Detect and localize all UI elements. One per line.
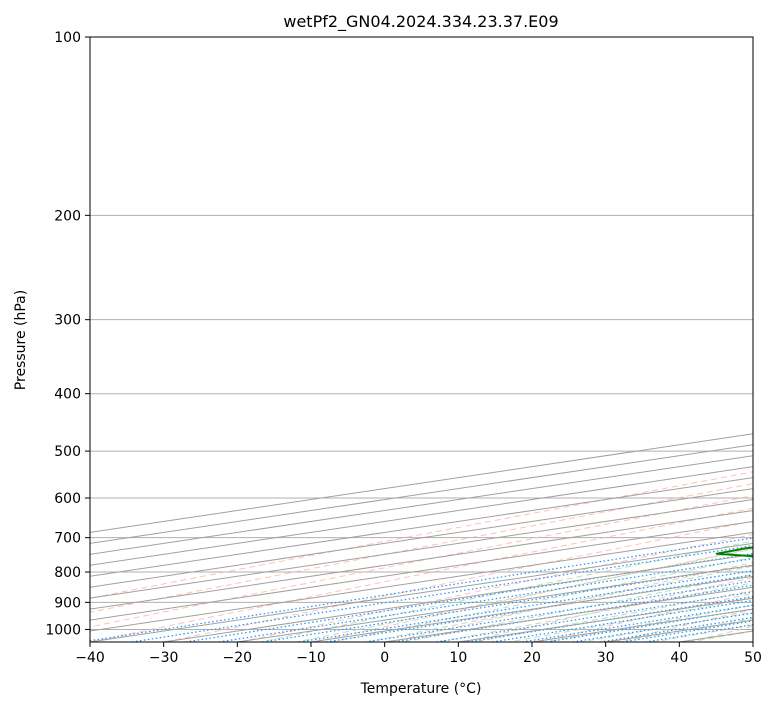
background-lines xyxy=(90,37,775,642)
y-tick-label: 100 xyxy=(54,30,81,46)
mixing-ratio-line xyxy=(90,537,753,642)
y-tick-label: 700 xyxy=(54,531,81,547)
x-tick-label: 20 xyxy=(523,650,541,666)
y-tick-label: 600 xyxy=(54,491,81,507)
y-tick-label: 800 xyxy=(54,565,81,581)
isotherm-line xyxy=(90,509,753,610)
dry-adiabat xyxy=(90,471,753,599)
dry-adiabat xyxy=(90,495,753,628)
isotherm-line xyxy=(90,477,753,577)
mixing-ratio-line xyxy=(299,570,753,642)
isotherm-line xyxy=(237,564,753,642)
moist-adiabat xyxy=(652,624,753,642)
isotherm-line xyxy=(384,586,753,642)
isotherm-line xyxy=(90,455,753,555)
x-axis-title: Temperature (°C) xyxy=(360,681,482,697)
mixing-ratio-line xyxy=(572,612,753,642)
x-tick-label: −10 xyxy=(296,650,326,666)
mixing-ratio-line xyxy=(599,616,753,642)
dry-adiabat xyxy=(613,608,753,642)
y-tick-label: 500 xyxy=(54,444,81,460)
plot-frame xyxy=(89,36,754,643)
x-tick-label: 50 xyxy=(744,650,762,666)
dry-adiabat xyxy=(239,533,753,642)
mixing-ratio-line xyxy=(522,604,753,642)
mixing-ratio-line xyxy=(131,544,753,642)
moist-adiabat xyxy=(260,540,753,642)
moist-adiabat xyxy=(509,597,753,642)
x-tick-label: 40 xyxy=(670,650,688,666)
mixing-ratio-line xyxy=(185,552,753,642)
dry-adiabat xyxy=(314,547,753,642)
isotherm-line xyxy=(90,499,753,599)
y-tick-label: 1000 xyxy=(45,622,81,638)
moist-adiabat xyxy=(403,573,753,642)
moist-adiabat xyxy=(332,556,753,642)
dry-adiabat xyxy=(165,520,753,642)
isotherm-line xyxy=(90,520,753,621)
isotherm-line xyxy=(90,444,753,544)
chart-title: wetPf2_GN04.2024.334.23.37.E09 xyxy=(283,12,558,32)
mixing-ratio-line xyxy=(492,599,753,642)
x-tick-label: 10 xyxy=(449,650,467,666)
y-axis-title: Pressure (hPa) xyxy=(13,290,29,390)
y-tick-label: 900 xyxy=(54,595,81,611)
dry-adiabat xyxy=(463,577,753,642)
dry-adiabat xyxy=(763,37,775,642)
moist-adiabat xyxy=(438,582,753,642)
isotherm-line xyxy=(605,619,753,642)
isotherm-line xyxy=(90,488,753,588)
x-tick-label: 30 xyxy=(597,650,615,666)
x-tick-label: −40 xyxy=(75,650,105,666)
y-tick-label: 400 xyxy=(54,387,81,403)
sounding-profiles xyxy=(715,533,753,558)
moist-adiabat xyxy=(689,630,753,642)
isotherm-line xyxy=(90,466,753,566)
dewpoint-profile xyxy=(715,533,753,558)
isotherm-line xyxy=(90,531,753,632)
moist-adiabat xyxy=(296,548,753,642)
isotherm-line xyxy=(90,433,753,533)
x-tick-label: −30 xyxy=(149,650,179,666)
isotherm-line xyxy=(752,641,753,642)
mixing-ratio-line xyxy=(218,557,753,642)
axes: −40 −30 −20 −10 0 10 20 30 40 50 100 200 300 400 500 60… xyxy=(45,30,762,666)
y-tick-label: 200 xyxy=(54,208,81,224)
x-tick-label: 0 xyxy=(380,650,389,666)
y-tick-label: 300 xyxy=(54,313,81,329)
x-tick-label: −20 xyxy=(223,650,253,666)
dry-adiabat xyxy=(90,483,753,613)
